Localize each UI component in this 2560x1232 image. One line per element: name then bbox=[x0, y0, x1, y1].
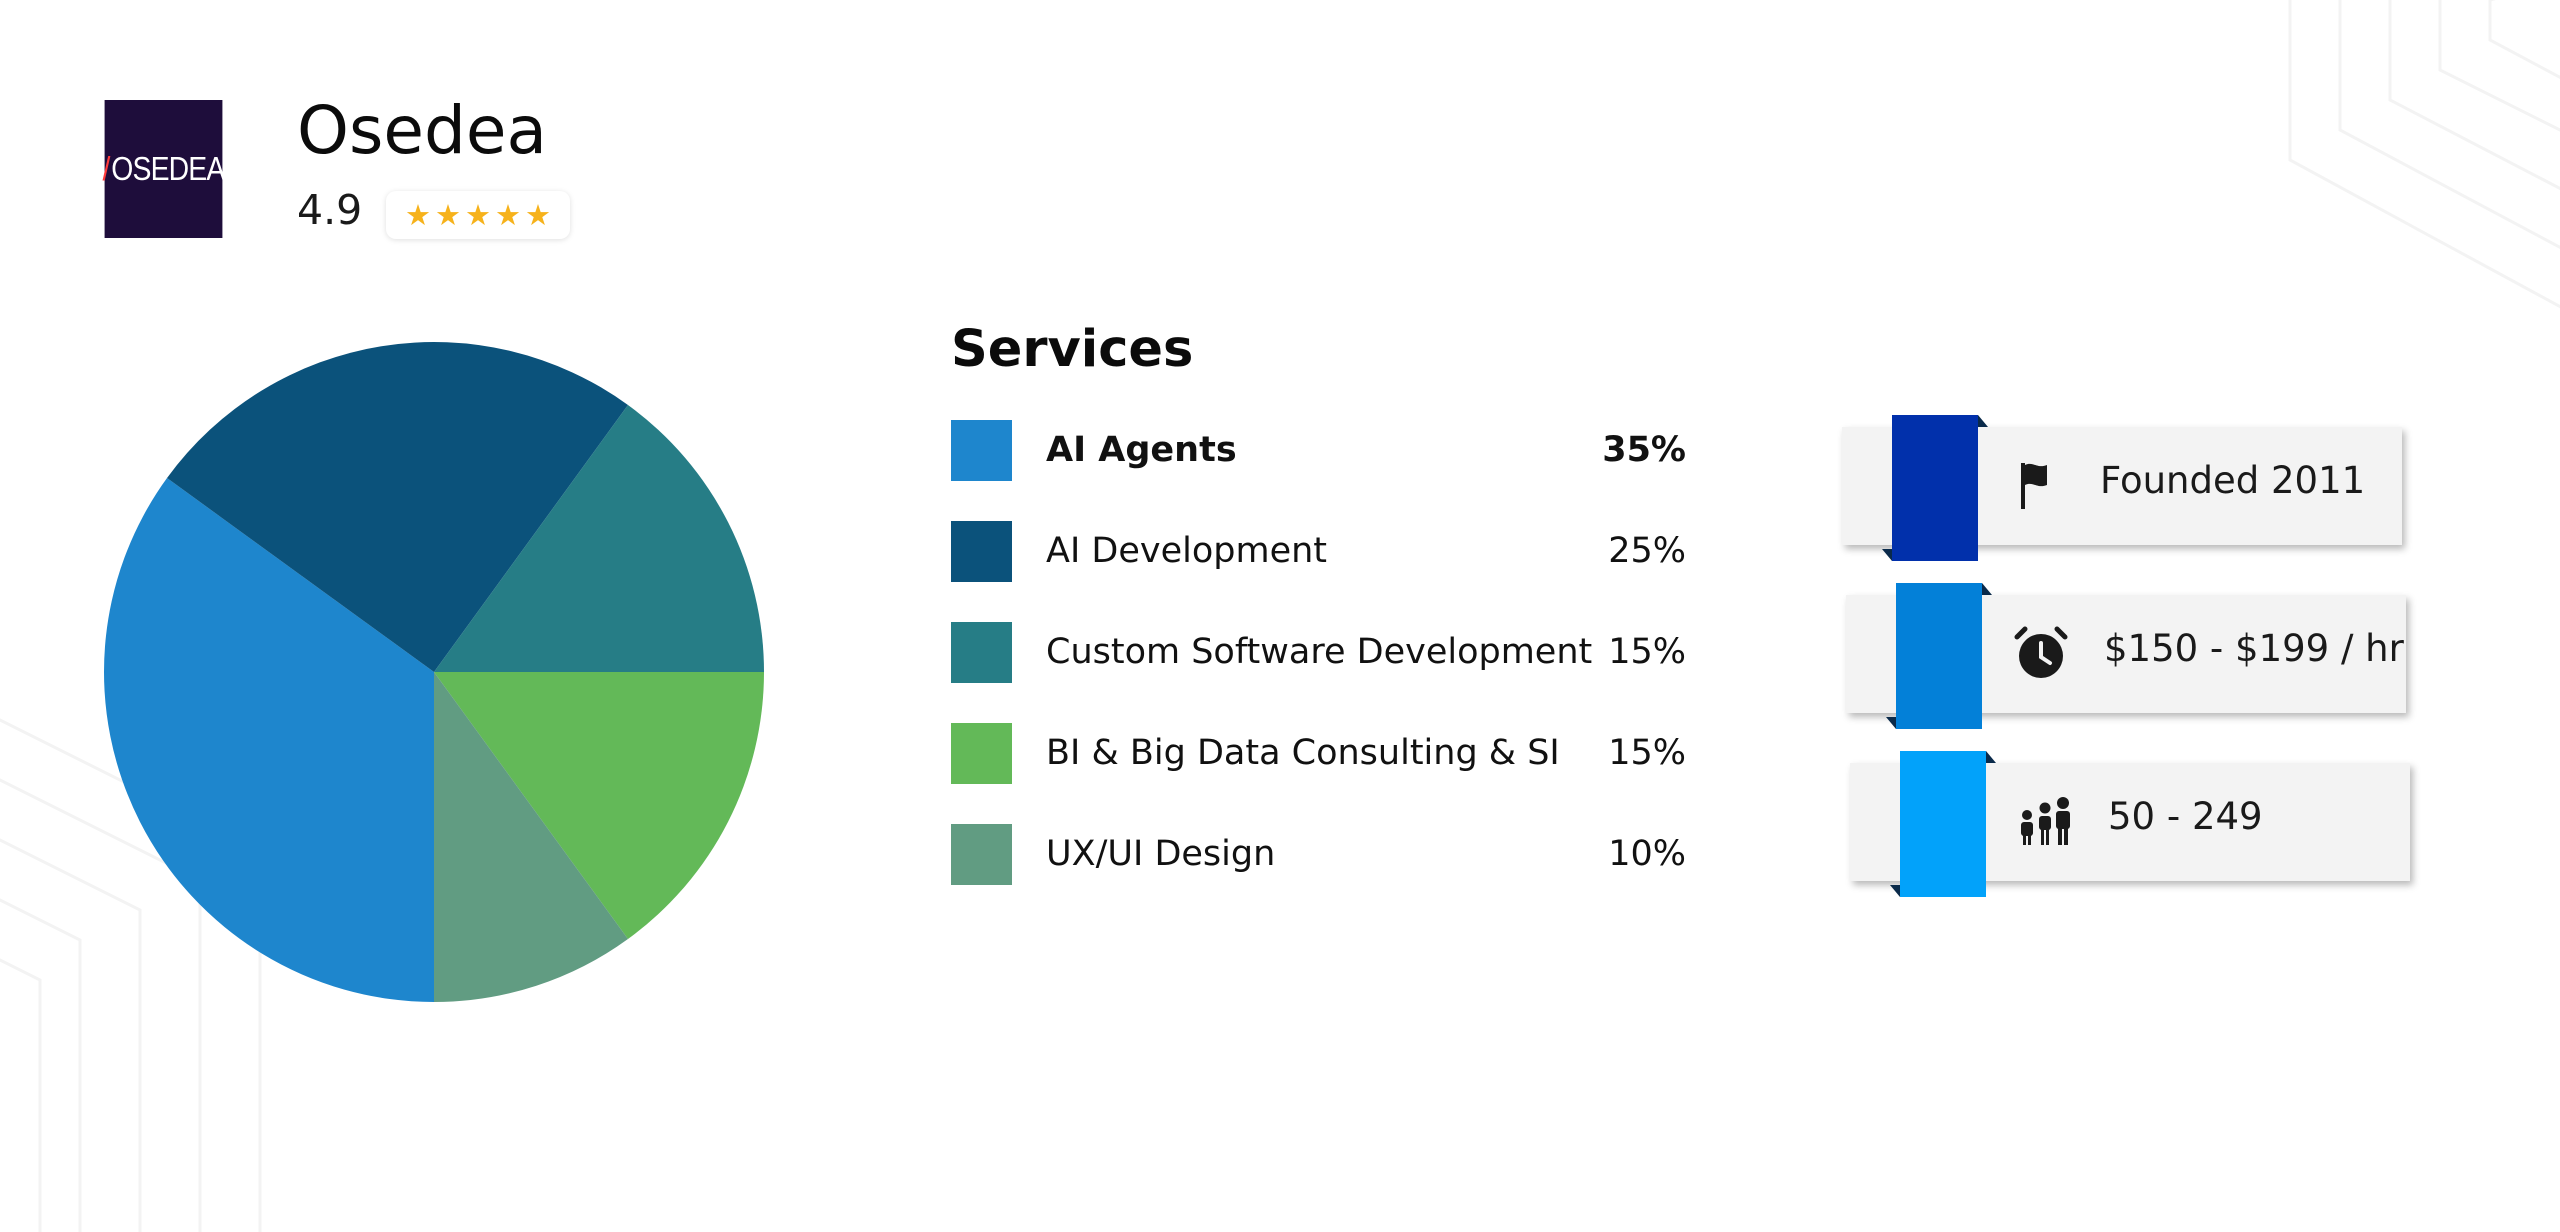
company-logo: / OSEDEA bbox=[102, 100, 225, 238]
ribbon-fold bbox=[1886, 717, 1896, 729]
alarm-clock-icon bbox=[2014, 626, 2068, 678]
service-row: UX/UI Design 10% bbox=[951, 823, 1686, 885]
service-row: Custom Software Development 15% bbox=[951, 621, 1686, 683]
star-icon: ★ bbox=[465, 197, 491, 232]
service-name: Custom Software Development bbox=[1046, 632, 1593, 672]
rating-value: 4.9 bbox=[297, 186, 363, 234]
ribbon-fold bbox=[1882, 549, 1892, 561]
ribbon-fold bbox=[1982, 583, 1992, 595]
ribbon-fold bbox=[1986, 751, 1996, 763]
star-rating: ★ ★ ★ ★ ★ bbox=[386, 191, 570, 239]
founded-text: Founded 2011 bbox=[2100, 459, 2366, 502]
service-percent: 15% bbox=[1608, 733, 1686, 773]
pie-slice-ai-development bbox=[167, 341, 628, 672]
services-pie-chart bbox=[103, 341, 764, 1002]
service-percent: 25% bbox=[1608, 531, 1686, 571]
legend-swatch bbox=[951, 722, 1012, 784]
service-row: BI & Big Data Consulting & SI 15% bbox=[951, 722, 1686, 784]
founded-card: Founded 2011 bbox=[1842, 415, 2402, 561]
flag-icon bbox=[2021, 463, 2047, 509]
legend-swatch bbox=[951, 823, 1012, 885]
service-name: UX/UI Design bbox=[1046, 834, 1276, 874]
logo-text: OSEDEA bbox=[111, 150, 225, 187]
company-name: Osedea bbox=[297, 92, 547, 169]
people-icon bbox=[2021, 797, 2070, 845]
star-icon: ★ bbox=[405, 197, 431, 232]
pie-slice-ai-agents bbox=[103, 478, 434, 1002]
service-percent: 15% bbox=[1608, 632, 1686, 672]
pie-slice-custom-software-development bbox=[434, 405, 764, 672]
service-name: AI Agents bbox=[1046, 430, 1237, 470]
service-name: BI & Big Data Consulting & SI bbox=[1046, 733, 1560, 773]
card-ribbon bbox=[1900, 751, 1986, 897]
legend-swatch bbox=[951, 520, 1012, 582]
legend-swatch bbox=[951, 621, 1012, 683]
legend-swatch bbox=[951, 419, 1012, 481]
service-percent: 35% bbox=[1602, 430, 1686, 470]
pie-slice-ux-ui-design bbox=[434, 672, 628, 1002]
hourly-rate-card: $150 - $199 / hr bbox=[1846, 583, 2406, 729]
logo-slash: / bbox=[102, 150, 111, 187]
card-ribbon bbox=[1892, 415, 1978, 561]
hourly-rate-text: $150 - $199 / hr bbox=[2104, 627, 2404, 670]
service-row: AI Development 25% bbox=[951, 520, 1686, 582]
employees-text: 50 - 249 bbox=[2108, 795, 2263, 838]
ribbon-fold bbox=[1978, 415, 1988, 427]
service-row: AI Agents 35% bbox=[951, 419, 1686, 481]
star-icon: ★ bbox=[495, 197, 521, 232]
card-ribbon bbox=[1896, 583, 1982, 729]
employees-card: 50 - 249 bbox=[1850, 751, 2410, 897]
pie-slice-bi-big-data-consulting-si bbox=[434, 672, 764, 939]
service-percent: 10% bbox=[1608, 834, 1686, 874]
services-title: Services bbox=[951, 320, 1194, 379]
service-name: AI Development bbox=[1046, 531, 1328, 571]
star-icon: ★ bbox=[525, 197, 551, 232]
ribbon-fold bbox=[1890, 885, 1900, 897]
star-icon: ★ bbox=[435, 197, 461, 232]
